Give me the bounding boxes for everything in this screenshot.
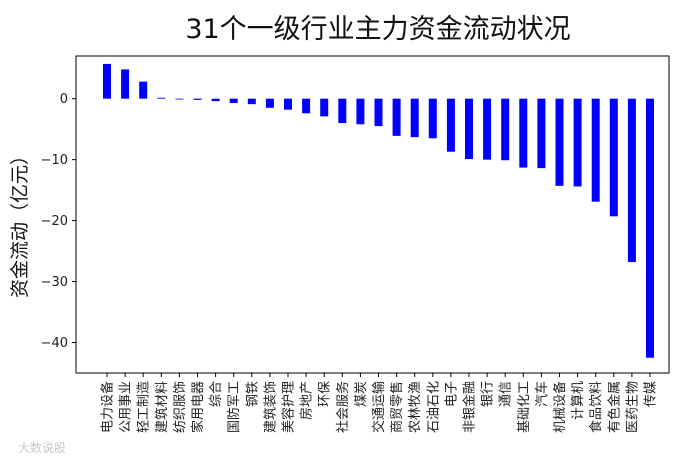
bar-24 [519, 98, 528, 168]
bar-9 [247, 98, 256, 105]
x-tick-label: 机械设备 [552, 381, 568, 433]
bar-11 [284, 98, 292, 110]
x-tick-label: 医药生物 [625, 381, 640, 433]
bar-10 [265, 98, 274, 108]
bar-4 [157, 97, 166, 99]
x-tick-label: 食品饮料 [588, 381, 604, 433]
bar-28 [591, 98, 600, 202]
bar-7 [211, 98, 220, 102]
x-tick-label: 钢铁 [245, 381, 260, 407]
x-tick-label: 家用电器 [190, 381, 206, 433]
x-tick-label: 通信 [499, 381, 514, 407]
x-tick-label: 房地产 [299, 381, 315, 420]
bar-15 [356, 98, 365, 125]
bar-17 [392, 98, 401, 136]
bar-25 [537, 98, 546, 169]
bar-1 [103, 63, 111, 99]
bar-3 [139, 81, 148, 99]
bar-21 [465, 98, 473, 160]
x-tick-label: 石油石化 [426, 381, 441, 433]
bar-20 [446, 98, 455, 152]
plot-area-frame [75, 55, 670, 374]
x-tick-label: 有色金属 [606, 381, 622, 433]
x-tick-label: 传媒 [644, 381, 659, 407]
x-tick-label: 计算机 [571, 381, 586, 420]
bar-26 [555, 98, 564, 186]
x-tick-label: 综合 [209, 381, 224, 407]
x-tick-label: 煤炭 [354, 381, 369, 407]
x-tick-label: 银行 [481, 381, 496, 407]
bar-27 [573, 98, 582, 187]
bar-30 [627, 98, 636, 263]
x-tick-label: 公用事业 [119, 381, 134, 433]
x-tick-label: 电力设备 [100, 381, 116, 433]
x-axis-ticks: 电力设备 公用事业 轻工制造 建筑材料 纺织服饰 家用电器 综合 国防军工 钢铁 建筑装饰 美容护理… [100, 373, 659, 433]
x-tick-label: 电子 [444, 381, 459, 407]
x-tick-label: 环保 [318, 381, 333, 407]
bar-23 [501, 98, 510, 161]
bar-31 [646, 98, 654, 358]
x-tick-label: 美容护理 [281, 381, 297, 433]
x-tick-label: 商贸零售 [389, 381, 405, 433]
chart-title: 31个一级行业主力资金流动状况 [185, 14, 570, 45]
y-axis-label: 资金流动（亿元） [9, 146, 31, 298]
bar-19 [428, 98, 437, 139]
watermark-text: 大数说股 [18, 440, 66, 455]
bar-12 [302, 98, 311, 114]
y-tick-label: −10 [41, 153, 68, 168]
x-tick-label: 建筑装饰 [262, 381, 278, 433]
x-tick-label: 国防军工 [226, 381, 242, 433]
y-axis-ticks: 0 −10 −20 −30 −40 [41, 92, 76, 351]
x-tick-label: 轻工制造 [137, 381, 152, 433]
bar-16 [374, 98, 383, 127]
x-tick-label: 社会服务 [335, 381, 351, 433]
x-tick-label: 农林牧渔 [408, 381, 423, 433]
bar-14 [338, 98, 347, 124]
bar-18 [410, 98, 419, 138]
bar-22 [483, 98, 492, 160]
y-tick-label: −20 [41, 214, 68, 229]
y-tick-label: −40 [41, 336, 68, 351]
y-tick-label: 0 [60, 92, 68, 107]
x-tick-label: 纺织服饰 [173, 381, 188, 433]
x-tick-label: 交通运输 [371, 381, 387, 433]
y-tick-label: −30 [41, 275, 68, 290]
bar-8 [229, 98, 238, 103]
bar-29 [609, 98, 618, 217]
bar-6 [193, 98, 202, 100]
bar-13 [320, 98, 329, 117]
bar-2 [121, 69, 130, 99]
x-tick-label: 汽车 [534, 381, 550, 407]
x-tick-label: 非银金融 [462, 381, 478, 433]
x-tick-label: 建筑材料 [154, 381, 170, 433]
bars-group [103, 63, 654, 358]
bar-5 [175, 98, 184, 100]
x-tick-label: 基础化工 [517, 381, 532, 433]
